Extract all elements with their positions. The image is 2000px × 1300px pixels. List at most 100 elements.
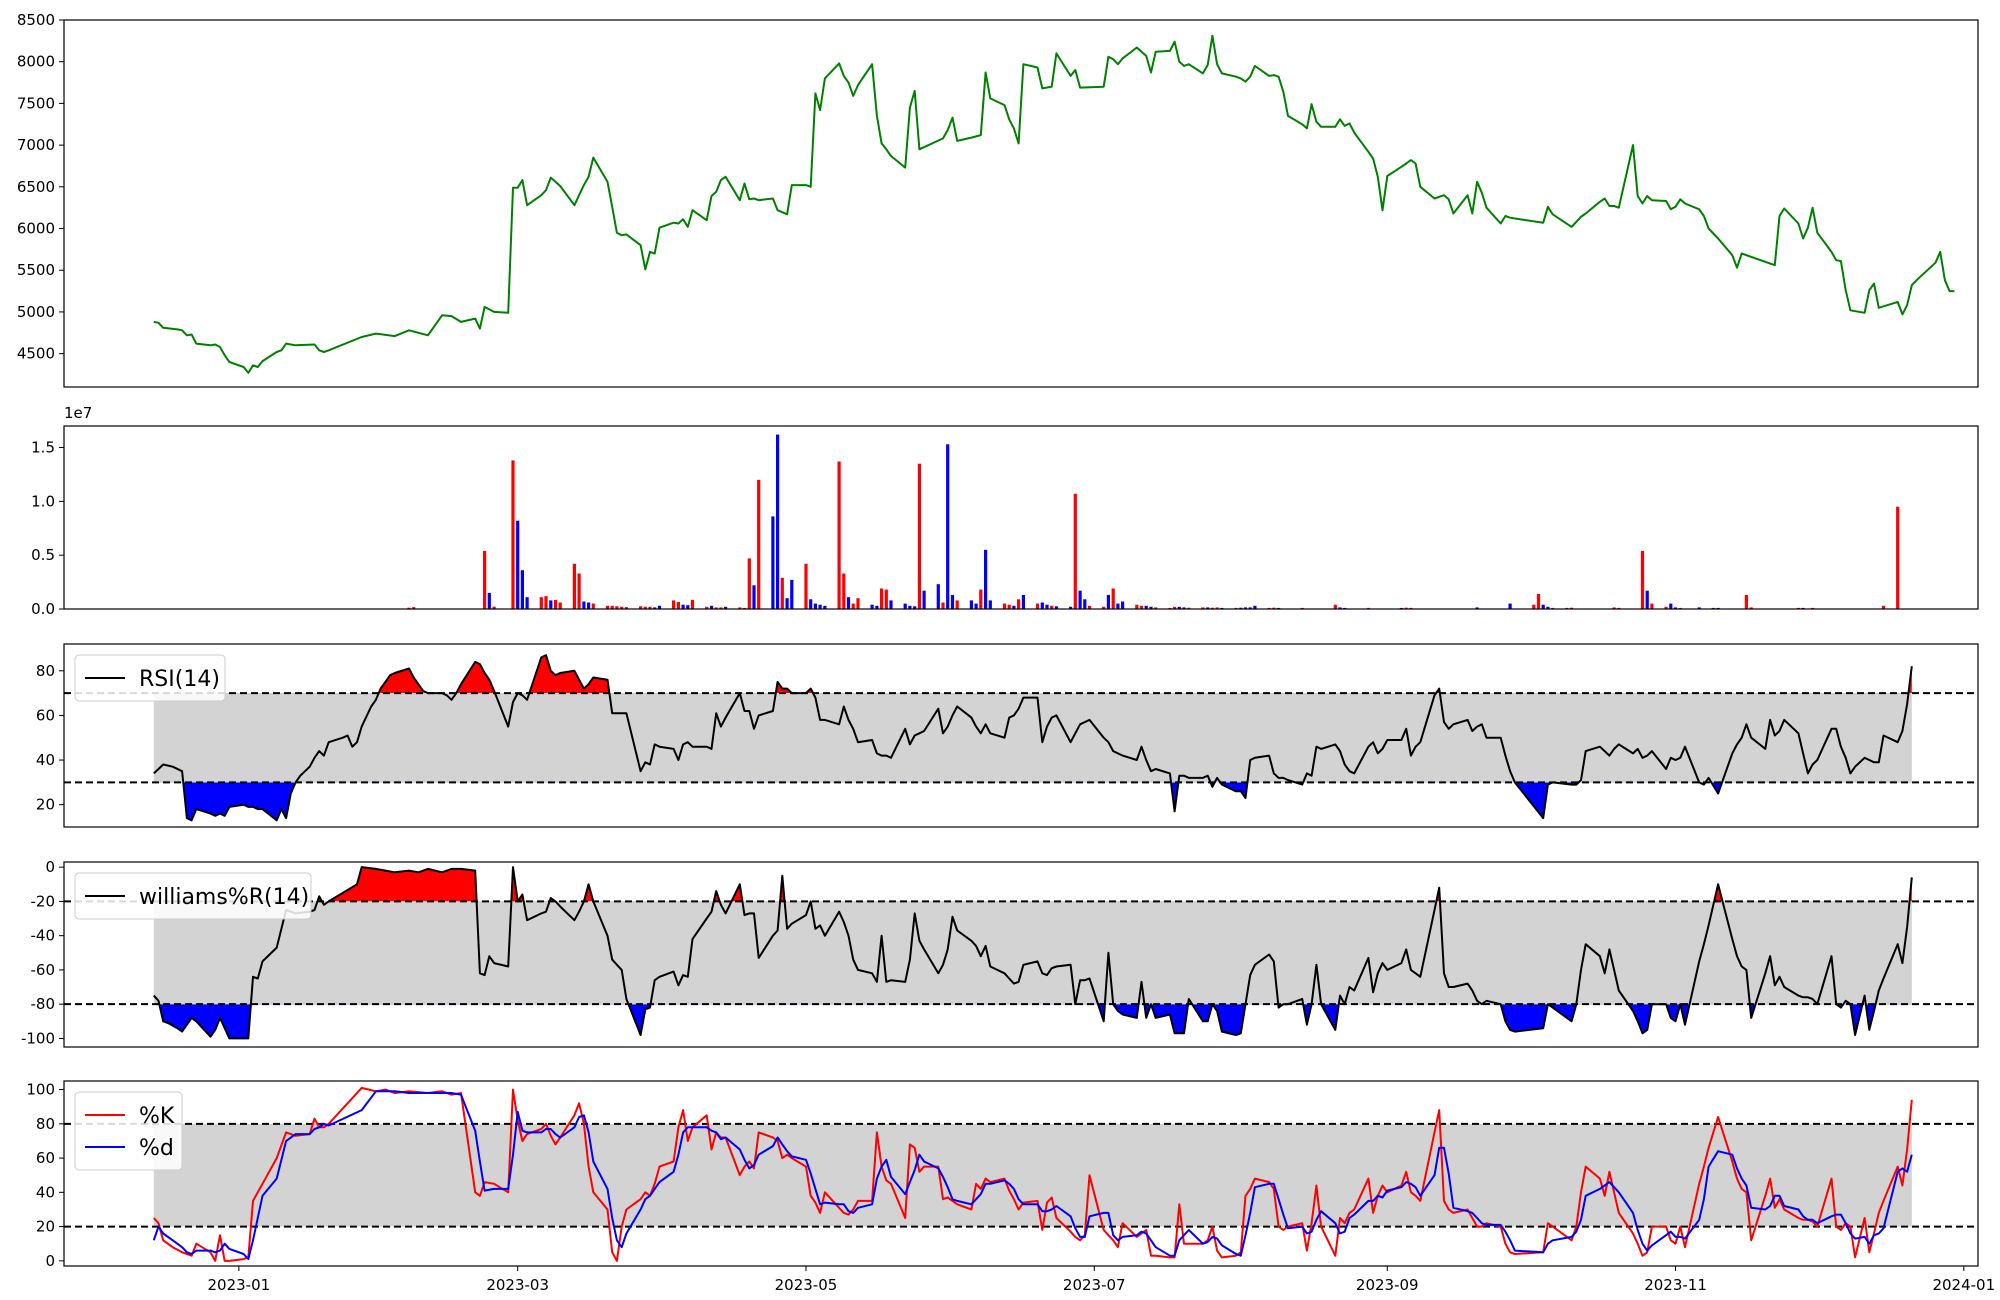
volume-bar xyxy=(1536,593,1541,609)
volume-bar xyxy=(1508,603,1512,609)
volume-bar xyxy=(1177,606,1181,609)
volume-bar xyxy=(1121,601,1125,609)
y-tick-label: 8500 xyxy=(17,11,55,29)
volume-bar xyxy=(1087,605,1092,609)
volume-bar xyxy=(757,479,761,609)
legend: williams%R(14) xyxy=(74,872,312,920)
volume-bar xyxy=(615,606,619,609)
x-tick-label: 2023-07 xyxy=(1063,1276,1126,1294)
rsi-chart: 20 40 60 80 RSI(14) xyxy=(36,643,1979,828)
volume-bar xyxy=(511,460,515,609)
series-line xyxy=(153,1086,1913,1262)
volume-bar xyxy=(1201,607,1205,609)
volume-bar xyxy=(549,600,553,609)
series-line xyxy=(153,866,1913,1040)
y-tick-label: -40 xyxy=(31,927,56,945)
y-tick-label: 80 xyxy=(36,1115,55,1133)
volume-bar xyxy=(922,590,926,609)
volume-bar xyxy=(846,597,851,609)
y-tick-label: 60 xyxy=(36,706,55,724)
volume-bar xyxy=(1546,606,1550,609)
volume-bar xyxy=(1149,606,1153,609)
volume-bar xyxy=(483,550,487,609)
volume-bar xyxy=(1106,595,1110,609)
volume-bar xyxy=(539,597,543,609)
volume-bar xyxy=(1532,604,1536,609)
series-line xyxy=(153,654,1913,822)
threshold-band xyxy=(153,901,1912,1005)
volume-bar xyxy=(1045,604,1049,609)
volume-bar xyxy=(1021,595,1025,609)
volume-bar xyxy=(1697,607,1701,609)
volume-bar xyxy=(974,603,978,609)
volume-bar xyxy=(936,584,940,609)
legend-label: williams%R(14) xyxy=(139,885,309,910)
volume-bar xyxy=(487,592,491,609)
volume-bar xyxy=(709,605,714,609)
volume-bar xyxy=(818,604,822,609)
legend-box xyxy=(74,654,226,702)
volume-bar xyxy=(582,601,586,609)
volume-bar xyxy=(946,444,950,609)
volume-bar xyxy=(771,516,775,609)
x-tick-label: 2023-05 xyxy=(775,1276,838,1294)
volume-bar xyxy=(1749,607,1753,609)
volume-bar xyxy=(1206,607,1210,609)
volume-bar xyxy=(823,605,827,609)
y-tick-label: -20 xyxy=(31,892,56,910)
volume-bar xyxy=(1154,607,1158,609)
volume-bar xyxy=(880,588,884,609)
volume-bar xyxy=(1333,604,1337,609)
volume-bar xyxy=(790,579,794,609)
volume-bar xyxy=(544,596,548,609)
volume-bar xyxy=(1139,605,1144,609)
y-tick-label: 7500 xyxy=(17,94,55,112)
y-tick-label: -80 xyxy=(31,995,56,1013)
volume-bar xyxy=(984,549,988,609)
y-tick-label: 6000 xyxy=(17,220,55,238)
volume-bar xyxy=(1664,606,1668,609)
volume-bar xyxy=(1069,606,1073,609)
volume-bar xyxy=(657,605,662,609)
volume-bar xyxy=(1116,603,1120,609)
y-tick-label: 20 xyxy=(36,796,55,814)
volume-bar xyxy=(903,603,907,609)
y-tick-label: 40 xyxy=(36,751,55,769)
threshold-band xyxy=(153,693,1912,783)
volume-bar xyxy=(908,605,912,609)
y-tick-label: 7000 xyxy=(17,136,55,154)
volume-bar xyxy=(1248,607,1252,609)
volume-bar xyxy=(520,570,524,609)
y-tick-label: 5500 xyxy=(17,261,55,279)
volume-bar xyxy=(856,598,860,609)
volume-bar xyxy=(1187,607,1191,609)
volume-bar xyxy=(624,607,628,609)
volume-bar xyxy=(1612,607,1616,609)
y-tick-label: 0.5 xyxy=(31,546,55,564)
volume-bar xyxy=(686,605,690,609)
volume-bar xyxy=(842,573,846,609)
volume-bar xyxy=(988,600,992,609)
x-tick-label: 2023-03 xyxy=(486,1276,549,1294)
price-line xyxy=(153,34,1955,374)
y-tick-label: 60 xyxy=(36,1149,55,1167)
volume-bar xyxy=(577,573,581,609)
volume-bar xyxy=(809,599,813,609)
volume-bar xyxy=(525,597,529,609)
y-tick-label: 40 xyxy=(36,1183,55,1201)
axes-frame xyxy=(63,643,1979,828)
volume-bar xyxy=(969,600,973,609)
volume-bar xyxy=(1243,607,1248,609)
y-tick-label: 8000 xyxy=(17,53,55,71)
volume-bar xyxy=(813,603,817,609)
volume-bar xyxy=(639,606,643,609)
volume-bar xyxy=(1210,607,1214,609)
volume-chart: 0.0 0.5 1.0 1.5 1e7 xyxy=(31,404,1979,618)
volume-bar xyxy=(1744,595,1748,609)
volume-bar xyxy=(412,607,416,609)
series-line xyxy=(152,1090,1913,1261)
volume-bar xyxy=(672,600,676,609)
y-tick-label: 80 xyxy=(36,662,55,680)
y-tick-label: 0 xyxy=(45,1252,55,1270)
volume-bar xyxy=(407,607,411,609)
